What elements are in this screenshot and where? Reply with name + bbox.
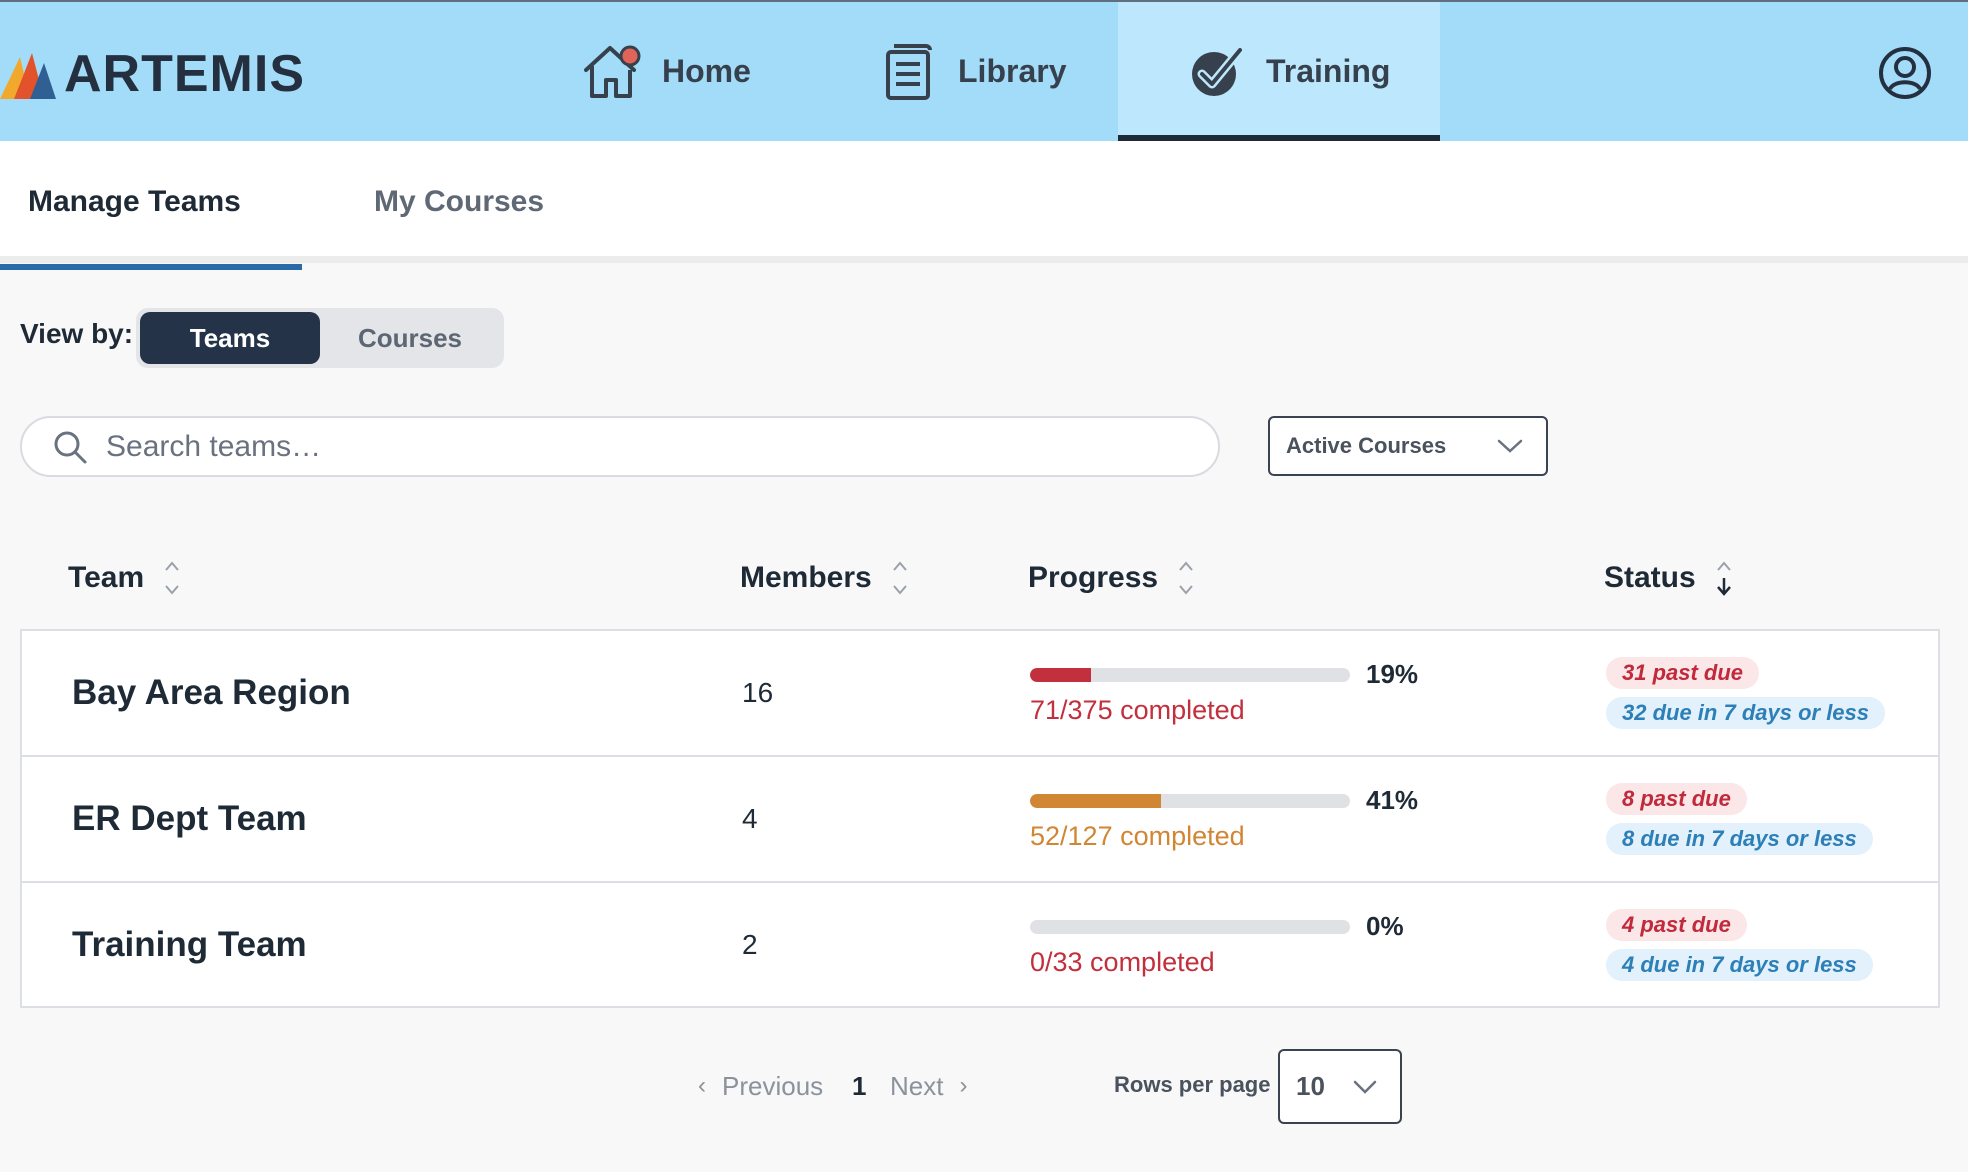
progress-bar xyxy=(1030,920,1350,934)
column-header-progress-label: Progress xyxy=(1028,561,1158,595)
nav-library[interactable]: Library xyxy=(876,2,1066,141)
due-soon-badge: 32 due in 7 days or less xyxy=(1606,697,1885,729)
search-input[interactable] xyxy=(106,430,1186,464)
due-soon-badge: 4 due in 7 days or less xyxy=(1606,949,1873,981)
teams-table: Bay Area Region 16 19% 71/375 completed … xyxy=(20,629,1940,1008)
rows-per-page-value: 10 xyxy=(1296,1071,1325,1102)
column-header-progress[interactable]: Progress xyxy=(1028,556,1196,600)
column-header-status[interactable]: Status xyxy=(1604,556,1734,600)
top-nav-bar: ARTEMIS Home Library Training xyxy=(0,0,1968,141)
artemis-logo[interactable]: ARTEMIS xyxy=(0,46,305,102)
rows-per-page-label: Rows per page xyxy=(1114,1072,1270,1098)
view-by-toggle: Teams Courses xyxy=(136,308,504,368)
chevron-down-icon xyxy=(1496,437,1524,455)
view-by-courses-option[interactable]: Courses xyxy=(320,312,500,364)
team-name[interactable]: ER Dept Team xyxy=(72,757,307,881)
nav-library-label: Library xyxy=(958,53,1066,90)
user-account-icon xyxy=(1878,46,1932,100)
members-count: 16 xyxy=(742,631,773,755)
progress-percent: 19% xyxy=(1366,659,1418,690)
chevron-down-icon xyxy=(1352,1079,1378,1095)
completed-count: 71/375 completed xyxy=(1030,695,1245,726)
brand-name: ARTEMIS xyxy=(64,46,305,102)
table-row[interactable]: ER Dept Team 4 41% 52/127 completed 8 pa… xyxy=(22,757,1938,883)
column-header-team-label: Team xyxy=(68,561,144,595)
chevron-right-icon: › xyxy=(959,1072,967,1100)
chevron-left-icon: ‹ xyxy=(698,1072,706,1100)
completed-count: 52/127 completed xyxy=(1030,821,1245,852)
previous-label: Previous xyxy=(722,1071,823,1102)
view-by-teams-option[interactable]: Teams xyxy=(140,312,320,364)
column-header-team[interactable]: Team xyxy=(68,556,182,600)
progress-percent: 41% xyxy=(1366,785,1418,816)
progress-bar-fill xyxy=(1030,668,1091,682)
nav-home-label: Home xyxy=(662,53,751,90)
sort-both-icon xyxy=(1176,558,1196,598)
previous-page-button[interactable]: ‹ Previous xyxy=(698,1066,823,1106)
search-icon xyxy=(52,429,88,465)
sub-tabs: Manage Teams My Courses xyxy=(0,141,1968,263)
artemis-logo-icon xyxy=(0,49,58,99)
home-notification-icon xyxy=(580,40,644,104)
next-page-button[interactable]: Next › xyxy=(890,1066,967,1106)
members-count: 4 xyxy=(742,757,758,881)
user-account-button[interactable] xyxy=(1878,46,1932,100)
team-name[interactable]: Bay Area Region xyxy=(72,631,351,755)
column-header-members-label: Members xyxy=(740,561,872,595)
progress-bar xyxy=(1030,668,1350,682)
table-row[interactable]: Training Team 2 0% 0/33 completed 4 past… xyxy=(22,883,1938,1009)
progress-bar xyxy=(1030,794,1350,808)
sort-descending-icon xyxy=(1714,558,1734,598)
column-header-members[interactable]: Members xyxy=(740,556,910,600)
tab-manage-teams[interactable]: Manage Teams xyxy=(0,141,302,263)
past-due-badge: 8 past due xyxy=(1606,783,1747,815)
team-name[interactable]: Training Team xyxy=(72,883,307,1007)
library-icon xyxy=(876,40,940,104)
search-box xyxy=(20,416,1220,477)
course-filter-value: Active Courses xyxy=(1286,433,1446,459)
nav-training-label: Training xyxy=(1266,53,1390,90)
nav-training[interactable]: Training xyxy=(1118,2,1440,141)
past-due-badge: 4 past due xyxy=(1606,909,1747,941)
completed-count: 0/33 completed xyxy=(1030,947,1215,978)
due-soon-badge: 8 due in 7 days or less xyxy=(1606,823,1873,855)
past-due-badge: 31 past due xyxy=(1606,657,1759,689)
course-filter-select[interactable]: Active Courses xyxy=(1268,416,1548,476)
members-count: 2 xyxy=(742,883,758,1007)
table-row[interactable]: Bay Area Region 16 19% 71/375 completed … xyxy=(22,631,1938,757)
column-header-status-label: Status xyxy=(1604,561,1696,595)
sort-both-icon xyxy=(162,558,182,598)
nav-home[interactable]: Home xyxy=(580,2,751,141)
page-number-button[interactable]: 1 xyxy=(852,1066,866,1106)
tab-my-courses[interactable]: My Courses xyxy=(374,141,544,263)
progress-percent: 0% xyxy=(1366,911,1404,942)
sort-both-icon xyxy=(890,558,910,598)
next-label: Next xyxy=(890,1071,943,1102)
progress-bar-fill xyxy=(1030,794,1161,808)
check-circle-icon xyxy=(1184,40,1248,104)
rows-per-page-select[interactable]: 10 xyxy=(1278,1049,1402,1124)
view-by-label: View by: xyxy=(20,318,133,350)
